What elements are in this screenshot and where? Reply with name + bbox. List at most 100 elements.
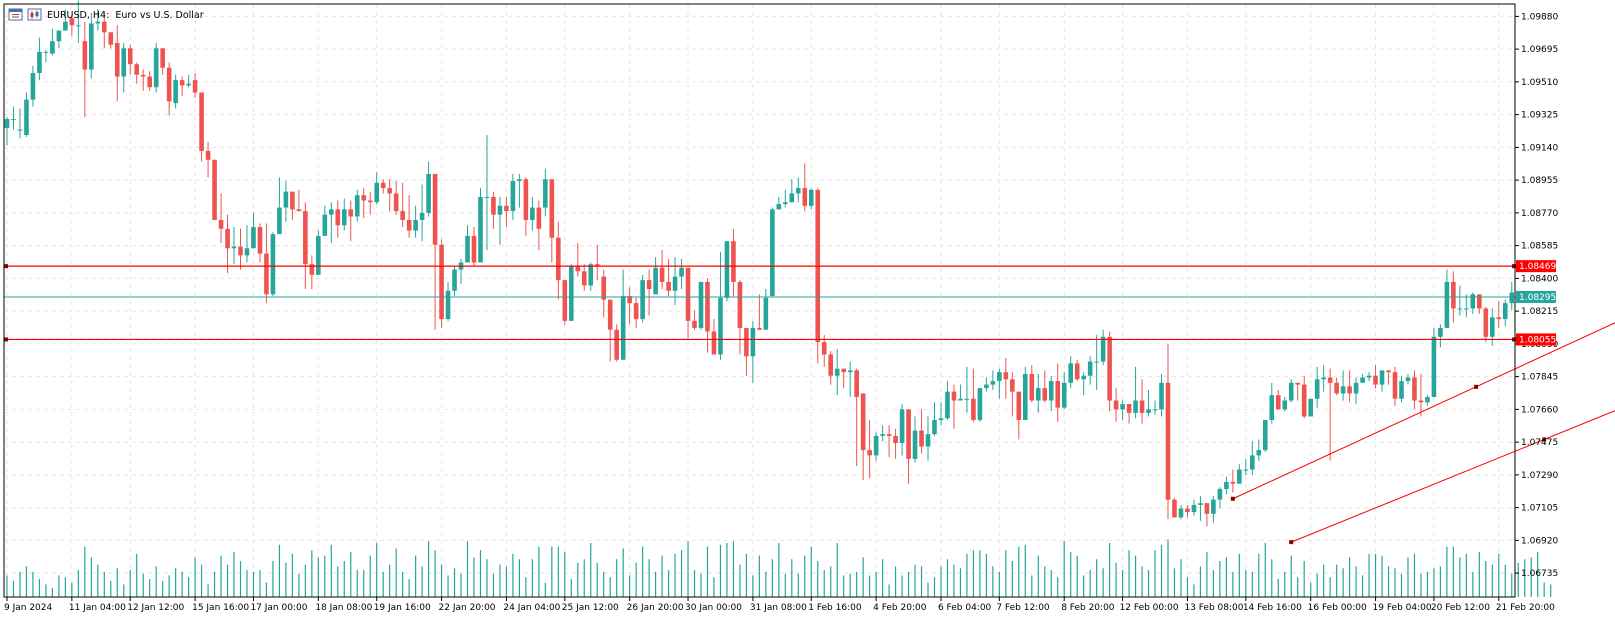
- candle: [1327, 368, 1333, 461]
- level-anchor[interactable]: [4, 337, 8, 342]
- candle: [990, 370, 996, 390]
- candle: [763, 288, 769, 330]
- candle: [212, 159, 217, 220]
- candle: [17, 108, 23, 139]
- candle: [679, 258, 684, 289]
- candle: [906, 409, 911, 484]
- candle: [426, 161, 431, 217]
- candle: [880, 425, 885, 442]
- candle: [815, 188, 821, 364]
- y-tick-label: 1.07845: [1521, 373, 1558, 383]
- candle: [1353, 377, 1359, 405]
- candle: [63, 9, 68, 31]
- axis-tags: 1.08469 1.08055 1.08295: [1516, 260, 1556, 346]
- x-tick-label: 1 Feb 16:00: [808, 603, 862, 613]
- candle: [354, 189, 360, 222]
- candle: [1502, 299, 1508, 327]
- candle: [192, 73, 198, 98]
- candle: [568, 264, 574, 321]
- channel-anchor[interactable]: [1474, 384, 1479, 389]
- candle: [1496, 301, 1502, 328]
- y-tick-label: 1.08955: [1521, 176, 1558, 186]
- candle: [1023, 366, 1028, 420]
- candle: [841, 368, 846, 389]
- x-tick-label: 11 Jan 04:00: [69, 603, 126, 613]
- channel-anchor[interactable]: [1230, 496, 1235, 501]
- chart-title: EURUSD, H4: Euro vs U.S. Dollar: [47, 10, 204, 21]
- candle: [335, 200, 341, 238]
- candle: [731, 228, 736, 297]
- candle: [789, 179, 795, 203]
- candle: [179, 76, 185, 97]
- x-axis: 9 Jan 2024 11 Jan 04:00 12 Jan 12:00 15 Jan…: [4, 597, 1555, 613]
- level-anchor[interactable]: [4, 264, 8, 269]
- candle: [1425, 395, 1430, 406]
- candle: [1386, 370, 1391, 385]
- candle: [886, 425, 892, 458]
- level-anchor[interactable]: [1512, 264, 1516, 269]
- candle: [783, 189, 788, 208]
- candle: [958, 384, 963, 401]
- candle: [828, 350, 834, 385]
- candle: [1477, 294, 1482, 314]
- candle: [705, 278, 710, 353]
- price-levels[interactable]: [4, 264, 1516, 342]
- candle: [1230, 469, 1236, 493]
- candle: [1120, 400, 1125, 420]
- candle: [1412, 370, 1417, 410]
- candle: [43, 50, 49, 63]
- candle: [147, 71, 152, 91]
- candle: [776, 196, 782, 210]
- candle: [1334, 377, 1339, 396]
- y-tick-label: 1.08400: [1521, 274, 1558, 284]
- chart-window-icon[interactable]: [8, 8, 23, 21]
- candle: [724, 241, 730, 302]
- candle: [406, 195, 412, 238]
- candle: [666, 258, 671, 297]
- chart-title-bar: EURUSD, H4: Euro vs U.S. Dollar: [8, 8, 204, 21]
- x-tick-label: 14 Feb 16:00: [1243, 603, 1302, 613]
- candle: [173, 74, 178, 109]
- candle: [50, 28, 55, 56]
- candle: [1509, 281, 1515, 311]
- candle: [1061, 372, 1067, 410]
- candle: [218, 193, 224, 243]
- candle: [1094, 335, 1099, 390]
- y-tick-label: 1.09880: [1521, 12, 1558, 22]
- candle: [718, 251, 723, 360]
- candle: [24, 92, 29, 137]
- candle: [413, 205, 418, 238]
- candle: [770, 207, 775, 297]
- candle: [121, 42, 127, 93]
- candle: [938, 402, 944, 426]
- candle: [1431, 327, 1437, 397]
- candle: [562, 280, 568, 325]
- candle: [594, 244, 600, 281]
- candle: [1418, 373, 1424, 417]
- channel-anchor[interactable]: [1542, 437, 1547, 442]
- candle: [601, 269, 607, 318]
- candle: [1165, 343, 1171, 520]
- candle: [277, 177, 282, 235]
- y-tick-label: 1.09325: [1521, 111, 1558, 121]
- candle: [445, 281, 451, 321]
- candlestick-icon[interactable]: [27, 8, 42, 21]
- candle: [1243, 458, 1249, 475]
- y-tick-label: 1.06920: [1521, 536, 1558, 546]
- x-tick-label: 19 Feb 04:00: [1373, 603, 1432, 613]
- x-tick-label: 18 Jan 08:00: [315, 603, 372, 613]
- candle: [834, 349, 840, 396]
- candle: [108, 32, 114, 49]
- level-anchor[interactable]: [1512, 337, 1516, 342]
- candle: [484, 134, 490, 251]
- y-tick-label: 1.07475: [1521, 438, 1558, 448]
- candle: [1126, 404, 1132, 424]
- candle: [186, 74, 191, 88]
- candle: [4, 117, 10, 146]
- channel-anchor[interactable]: [1289, 540, 1294, 545]
- trend-channel[interactable]: [1230, 273, 1615, 545]
- candle: [56, 30, 62, 49]
- candle: [225, 214, 230, 274]
- candle: [1288, 379, 1294, 403]
